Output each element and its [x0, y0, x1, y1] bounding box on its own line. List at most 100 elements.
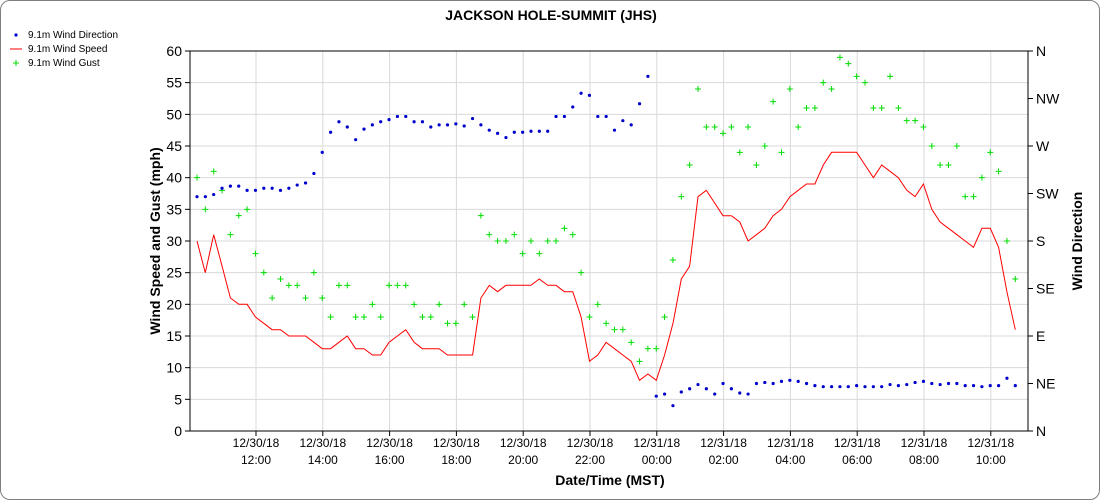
wind-speed-line [196, 151, 1016, 382]
y2-tick-label: NW [1036, 91, 1060, 107]
x-tick-time: 00:00 [642, 453, 672, 467]
direction-point [462, 124, 466, 128]
direction-point [846, 385, 850, 389]
direction-point [696, 382, 700, 387]
direction-point [938, 382, 942, 387]
direction-point [1005, 376, 1009, 380]
direction-point [771, 381, 775, 386]
gust-point [811, 105, 818, 111]
direction-point [245, 188, 249, 192]
direction-point [1013, 384, 1017, 388]
direction-point [195, 195, 199, 199]
direction-point [804, 381, 809, 386]
x-tick-time: 10:00 [976, 453, 1006, 467]
gust-point [669, 257, 676, 263]
direction-point [855, 384, 859, 388]
gust-point [761, 143, 768, 149]
direction-point [479, 123, 483, 127]
gust-point [962, 193, 969, 200]
direction-point [454, 122, 458, 126]
gust-point [352, 314, 359, 320]
gust-point [778, 149, 785, 156]
gust-point [427, 314, 434, 320]
direction-point [554, 114, 558, 119]
x-tick-date: 12/31/18 [767, 436, 814, 450]
direction-point [880, 385, 884, 389]
gust-point [210, 168, 217, 175]
gust-point [720, 130, 727, 137]
x-tick-date: 12/31/18 [633, 436, 680, 450]
direction-point [270, 186, 274, 190]
gust-point [686, 162, 693, 168]
gust-point [703, 124, 710, 130]
direction-point [763, 380, 767, 385]
y2-tick-label: S [1036, 233, 1045, 249]
gust-point [978, 174, 985, 181]
gust-point [553, 238, 560, 244]
direction-point [629, 123, 633, 127]
direction-point [512, 130, 516, 134]
y2-axis-ticks: N NE E SE S SW W NW N [1028, 43, 1060, 439]
direction-point [896, 384, 901, 388]
direction-point [821, 385, 825, 389]
legend-marker-gust [13, 60, 19, 66]
direction-point [437, 123, 441, 127]
y2-tick-label: SW [1036, 186, 1059, 202]
x-tick-time: 16:00 [375, 453, 405, 467]
y-tick-label: 15 [166, 328, 182, 344]
direction-point [971, 384, 976, 388]
direction-point [646, 74, 650, 78]
gust-point [294, 282, 301, 289]
gust-point [836, 54, 843, 61]
x-tick-date: 12/31/18 [901, 436, 948, 450]
gust-point [887, 73, 894, 80]
direction-point [295, 183, 299, 187]
x-tick-time: 04:00 [775, 453, 805, 467]
gust-point [619, 326, 626, 333]
gust-point [310, 269, 317, 276]
x-tick-time: 06:00 [842, 453, 872, 467]
direction-point [671, 404, 675, 408]
direction-point [779, 379, 784, 383]
y-axis-label: Wind Speed and Gust (mph) [147, 147, 163, 334]
y-tick-label: 35 [166, 201, 182, 217]
gust-point [636, 358, 643, 365]
gust-point [477, 212, 484, 219]
direction-point [604, 114, 608, 119]
direction-point [529, 129, 533, 133]
direction-point [663, 392, 667, 396]
direction-point [621, 119, 625, 123]
x-tick-time: 14:00 [308, 453, 338, 467]
series-9-1m-wind-gust [194, 54, 1019, 365]
direction-point [562, 114, 567, 119]
y-tick-label: 30 [166, 233, 182, 249]
gust-point [628, 339, 635, 346]
gust-point [611, 326, 618, 333]
direction-point [713, 392, 717, 396]
y2-tick-label: W [1036, 138, 1050, 154]
direction-point [212, 192, 216, 197]
direction-point [796, 379, 800, 383]
direction-point [980, 385, 984, 389]
direction-point [654, 394, 658, 398]
direction-point [546, 129, 550, 133]
series-9-1m-wind-direction [195, 74, 1017, 408]
direction-point [504, 135, 508, 140]
x-tick-date: 12/30/18 [433, 436, 480, 450]
direction-point [345, 125, 349, 129]
direction-point [930, 381, 934, 386]
gust-point [603, 320, 610, 327]
gust-point [252, 250, 259, 257]
direction-point [220, 186, 224, 190]
direction-point [963, 384, 967, 388]
y-axis-ticks: 0 5 10 15 20 25 30 35 40 45 50 55 60 [166, 43, 190, 439]
y-tick-label: 10 [166, 360, 182, 376]
direction-point [537, 129, 541, 133]
direction-point [830, 385, 834, 389]
direction-point [262, 186, 266, 190]
gust-point [444, 320, 451, 327]
y-tick-label: 5 [174, 391, 182, 407]
x-tick-date: 12/31/18 [967, 436, 1014, 450]
direction-point [253, 188, 258, 192]
direction-point [287, 186, 291, 190]
